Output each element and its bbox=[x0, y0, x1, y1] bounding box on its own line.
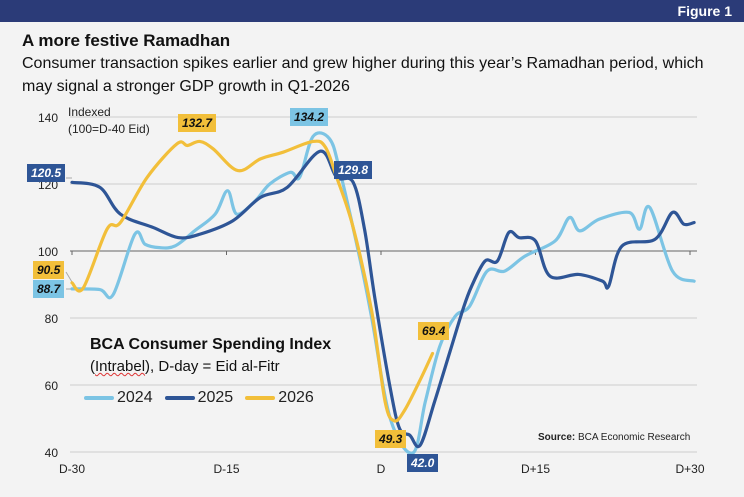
leader-line bbox=[65, 271, 73, 283]
subtitle-post: ), D-day = Eid al-Fitr bbox=[145, 358, 280, 375]
chart-title: BCA Consumer Spending Index bbox=[90, 336, 332, 353]
y-axis-label-line1: Indexed bbox=[68, 105, 111, 119]
subtitle-pre: ( bbox=[90, 358, 95, 375]
data-label-2025-peak: 129.8 bbox=[334, 161, 373, 179]
data-label-2025-start: 120.5 bbox=[27, 164, 66, 182]
data-label-2024-peak: 134.2 bbox=[290, 108, 329, 126]
data-label-2024-start: 88.7 bbox=[33, 280, 65, 298]
legend-item-2026: 2026 bbox=[245, 389, 314, 407]
source-label: Source: bbox=[538, 432, 576, 443]
series-line-2026 bbox=[70, 139, 435, 423]
x-tick-label: D+30 bbox=[675, 462, 704, 476]
legend-swatch bbox=[84, 396, 114, 400]
y-tick-label: 60 bbox=[45, 379, 59, 393]
y-axis-label: Indexed (100=D-40 Eid) bbox=[68, 104, 150, 138]
data-label-2026-latest: 69.4 bbox=[418, 322, 450, 340]
legend-swatch bbox=[245, 396, 276, 400]
legend: 2024 2025 2026 bbox=[84, 389, 314, 407]
legend-label: 2025 bbox=[197, 389, 234, 406]
y-tick-label: 140 bbox=[38, 111, 58, 125]
source-text: BCA Economic Research bbox=[575, 432, 691, 443]
figure-label: Figure 1 bbox=[677, 3, 732, 19]
y-tick-label: 80 bbox=[45, 312, 59, 326]
chart-subtitle: (Intrabel), D-day = Eid al-Fitr bbox=[90, 358, 280, 375]
y-tick-label: 100 bbox=[38, 245, 58, 259]
data-label-2026-peak: 132.7 bbox=[178, 114, 217, 132]
legend-label: 2024 bbox=[117, 389, 153, 406]
legend-item-2025: 2025 bbox=[164, 389, 234, 407]
y-tick-label: 40 bbox=[45, 446, 59, 460]
legend-item-2024: 2024 bbox=[84, 389, 153, 407]
x-tick-label: D-15 bbox=[213, 462, 239, 476]
legend-swatch bbox=[164, 396, 195, 400]
y-axis-label-line2: (100=D-40 Eid) bbox=[68, 122, 150, 136]
data-label-2025-trough: 42.0 bbox=[407, 454, 439, 472]
x-tick-label: D-30 bbox=[59, 462, 85, 476]
figure-subtitle: Consumer transaction spikes earlier and … bbox=[22, 55, 704, 95]
data-label-2026-start: 90.5 bbox=[33, 261, 65, 279]
figure-title: A more festive Ramadhan bbox=[22, 31, 231, 50]
source-note: Source: BCA Economic Research bbox=[538, 432, 690, 443]
legend-label: 2026 bbox=[278, 389, 314, 406]
x-tick-label: D bbox=[377, 462, 386, 476]
subtitle-intrabel: Intrabel bbox=[95, 358, 146, 375]
data-label-2026-trough: 49.3 bbox=[375, 430, 407, 448]
series-line-2025 bbox=[70, 149, 696, 449]
x-tick-label: D+15 bbox=[521, 462, 550, 476]
figure-header-bar: Figure 1 bbox=[0, 0, 744, 22]
